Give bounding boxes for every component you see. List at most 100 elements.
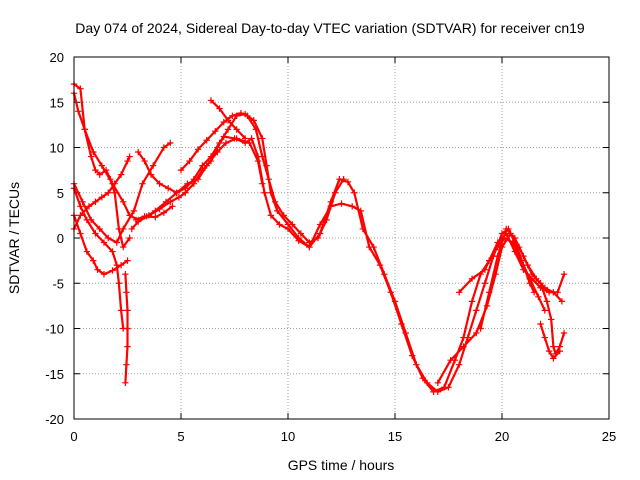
y-tick-label: -15 (45, 367, 64, 382)
data-point (460, 343, 467, 350)
data-point (124, 157, 131, 165)
y-tick-label: -10 (45, 322, 64, 337)
data-point (177, 166, 185, 174)
y-tick-label: -20 (45, 412, 64, 427)
data-point (541, 334, 548, 341)
plot-frame (73, 56, 610, 420)
y-tick-label: 5 (57, 186, 64, 201)
x-tick-label: 0 (70, 429, 77, 444)
data-point (483, 302, 491, 310)
series-track-c (70, 139, 174, 246)
data-point (498, 243, 506, 251)
data-point (295, 237, 302, 244)
data-point (149, 162, 157, 169)
data-series (70, 80, 568, 396)
data-point (94, 266, 101, 273)
data-point (456, 289, 463, 296)
data-point (147, 171, 155, 178)
data-point (77, 230, 84, 237)
data-point (224, 126, 232, 133)
data-point (271, 198, 279, 205)
data-point (113, 261, 120, 269)
series-line (539, 322, 561, 360)
data-point (338, 200, 345, 207)
data-point (481, 280, 489, 287)
data-point (558, 298, 566, 305)
data-point (109, 267, 116, 274)
data-point (120, 198, 127, 205)
x-tick-label: 10 (281, 429, 295, 444)
data-point (212, 128, 219, 135)
data-point (284, 225, 292, 233)
data-point (447, 356, 454, 364)
data-point (123, 289, 130, 296)
y-tick-label: -5 (52, 276, 64, 291)
data-point (261, 189, 268, 196)
data-point (169, 203, 176, 210)
series-line (436, 232, 563, 384)
data-point (524, 261, 531, 269)
data-point (117, 307, 125, 314)
data-point (216, 105, 223, 112)
data-point (75, 108, 82, 115)
data-point (537, 320, 544, 328)
data-point (492, 271, 499, 278)
data-point (548, 316, 555, 323)
data-point (233, 126, 240, 133)
data-point (92, 198, 99, 205)
data-point (460, 334, 467, 341)
data-point (83, 216, 91, 224)
data-point (387, 289, 394, 296)
data-point (507, 230, 514, 237)
data-point (222, 139, 230, 147)
series-line (72, 83, 131, 249)
chart-title: Day 074 of 2024, Sidereal Day-to-day VTE… (75, 20, 585, 36)
data-point (545, 347, 553, 355)
data-point (105, 234, 112, 242)
x-axis-label: GPS time / hours (288, 457, 395, 473)
data-point (85, 203, 93, 210)
series-track-e (70, 153, 133, 233)
data-point (520, 266, 527, 273)
data-point (244, 112, 251, 120)
data-point (124, 343, 131, 350)
data-point (113, 239, 120, 246)
data-point (96, 171, 103, 178)
data-point (126, 153, 133, 160)
data-point (182, 189, 189, 196)
y-tick-label: 10 (50, 141, 64, 156)
data-point (259, 153, 266, 160)
y-tick-label: 15 (50, 95, 64, 110)
data-point (81, 126, 88, 133)
data-point (344, 178, 352, 186)
data-point (357, 207, 364, 215)
series-track-o (434, 230, 566, 386)
data-point (156, 205, 163, 213)
data-point (122, 271, 129, 278)
data-point (430, 388, 437, 396)
series-line (72, 187, 125, 330)
data-point (128, 225, 135, 233)
data-point (250, 117, 257, 124)
series-track-f (70, 185, 127, 332)
data-point (252, 126, 260, 133)
data-point (535, 293, 542, 301)
data-point (323, 216, 330, 224)
data-point (280, 212, 287, 219)
data-point (199, 166, 206, 174)
data-point (160, 144, 168, 151)
data-point (316, 221, 324, 228)
series-line (130, 135, 546, 393)
data-point (515, 243, 523, 251)
series-track-m (456, 230, 568, 296)
data-point (124, 257, 131, 264)
data-point (141, 157, 148, 165)
series-line (72, 141, 172, 244)
data-point (117, 171, 125, 178)
data-point (398, 320, 405, 328)
data-point (207, 97, 215, 104)
data-point (550, 289, 557, 296)
x-tick-label: 25 (602, 429, 616, 444)
series-track-k (177, 109, 347, 246)
data-point (120, 225, 127, 233)
